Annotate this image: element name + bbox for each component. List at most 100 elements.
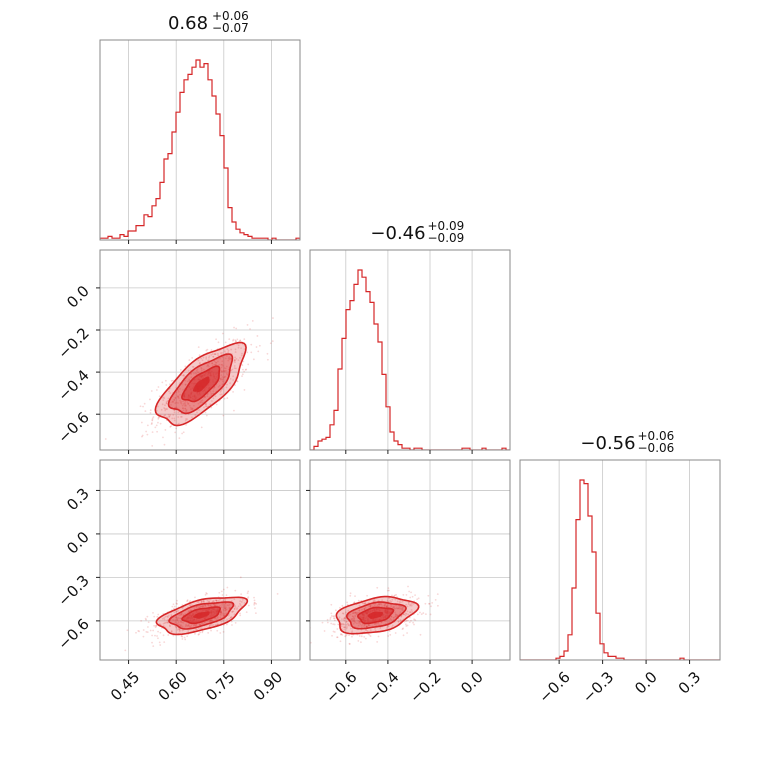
sample-point (378, 603, 381, 606)
sample-point (174, 402, 177, 405)
sample-point (337, 623, 340, 626)
sample-point (363, 607, 366, 610)
sample-point (390, 605, 393, 608)
sample-point (357, 620, 360, 622)
sample-point (156, 615, 159, 618)
sample-point (363, 608, 366, 611)
sample-point (377, 635, 380, 638)
sample-point (194, 414, 197, 416)
sample-point (185, 624, 188, 627)
sample-point (225, 355, 228, 357)
sample-point (214, 363, 217, 366)
sample-point (172, 619, 175, 621)
histogram-0 (100, 59, 300, 240)
sample-point (157, 630, 159, 633)
sample-point (409, 604, 412, 607)
sample-point (212, 355, 215, 358)
sample-point (164, 615, 167, 618)
sample-point (359, 620, 361, 623)
sample-point (165, 402, 168, 405)
sample-point (348, 634, 350, 637)
sample-point (231, 611, 234, 614)
sample-point (399, 607, 401, 610)
sample-point (183, 636, 186, 639)
sample-point (409, 611, 412, 613)
sample-point (184, 400, 187, 403)
sample-point (413, 618, 415, 621)
sample-point (338, 616, 341, 619)
sample-point (242, 368, 244, 371)
sample-point (430, 605, 432, 608)
sample-point (163, 397, 166, 400)
sample-point (351, 612, 354, 615)
sample-point (361, 608, 363, 611)
sample-point (208, 355, 211, 358)
sample-point (237, 359, 240, 362)
sample-point (151, 418, 154, 421)
sample-point (343, 626, 346, 629)
sample-point (155, 389, 158, 391)
sample-point (201, 605, 204, 608)
panel-title-1: −0.46 (370, 223, 425, 244)
sample-point (239, 604, 242, 607)
sample-point (170, 379, 173, 382)
sample-point (333, 623, 336, 626)
sample-point (394, 614, 397, 616)
sample-point (244, 368, 247, 371)
sample-point (165, 402, 168, 404)
sample-point (176, 622, 179, 625)
sample-point (332, 630, 335, 633)
sample-point (365, 625, 368, 628)
sample-point (369, 635, 372, 637)
sample-point (225, 369, 227, 372)
sample-point (352, 622, 355, 625)
sample-point (202, 605, 205, 607)
sample-point (186, 635, 189, 638)
sample-point (175, 401, 178, 404)
panel-title-2: −0.56 (580, 433, 635, 454)
sample-point (387, 635, 390, 637)
sample-point (422, 612, 425, 614)
sample-point (173, 398, 176, 401)
sample-point (224, 607, 226, 610)
sample-point (212, 355, 215, 358)
sample-point (199, 623, 201, 626)
sample-point (342, 612, 345, 615)
sample-point (177, 397, 180, 399)
sample-point (364, 628, 367, 631)
sample-point (235, 367, 237, 370)
sample-point (228, 338, 231, 341)
sample-point (187, 630, 190, 632)
sample-point (230, 348, 233, 351)
sample-point (253, 603, 256, 606)
sample-point (188, 625, 191, 628)
sample-point (149, 412, 152, 414)
sample-point (146, 626, 149, 628)
sample-point (182, 409, 185, 412)
sample-point (195, 624, 197, 627)
sample-point (216, 629, 219, 632)
sample-point (206, 599, 209, 602)
sample-point (204, 604, 207, 607)
sample-point (236, 338, 239, 341)
sample-point (186, 380, 189, 383)
sample-point (204, 411, 207, 414)
sample-point (200, 600, 203, 603)
sample-point (240, 354, 243, 357)
sample-point (152, 416, 155, 418)
sample-point (385, 605, 388, 608)
sample-point (369, 604, 372, 607)
sample-point (203, 622, 205, 624)
sample-point (184, 384, 187, 386)
sample-point (365, 625, 368, 628)
x-tick-label: 0.90 (250, 668, 286, 704)
sample-point (191, 357, 194, 359)
sample-point (389, 633, 392, 636)
sample-point (357, 624, 360, 627)
sample-point (414, 594, 416, 597)
sample-point (230, 620, 233, 623)
sample-point (208, 620, 211, 623)
sample-point (207, 600, 210, 603)
sample-point (177, 389, 179, 392)
